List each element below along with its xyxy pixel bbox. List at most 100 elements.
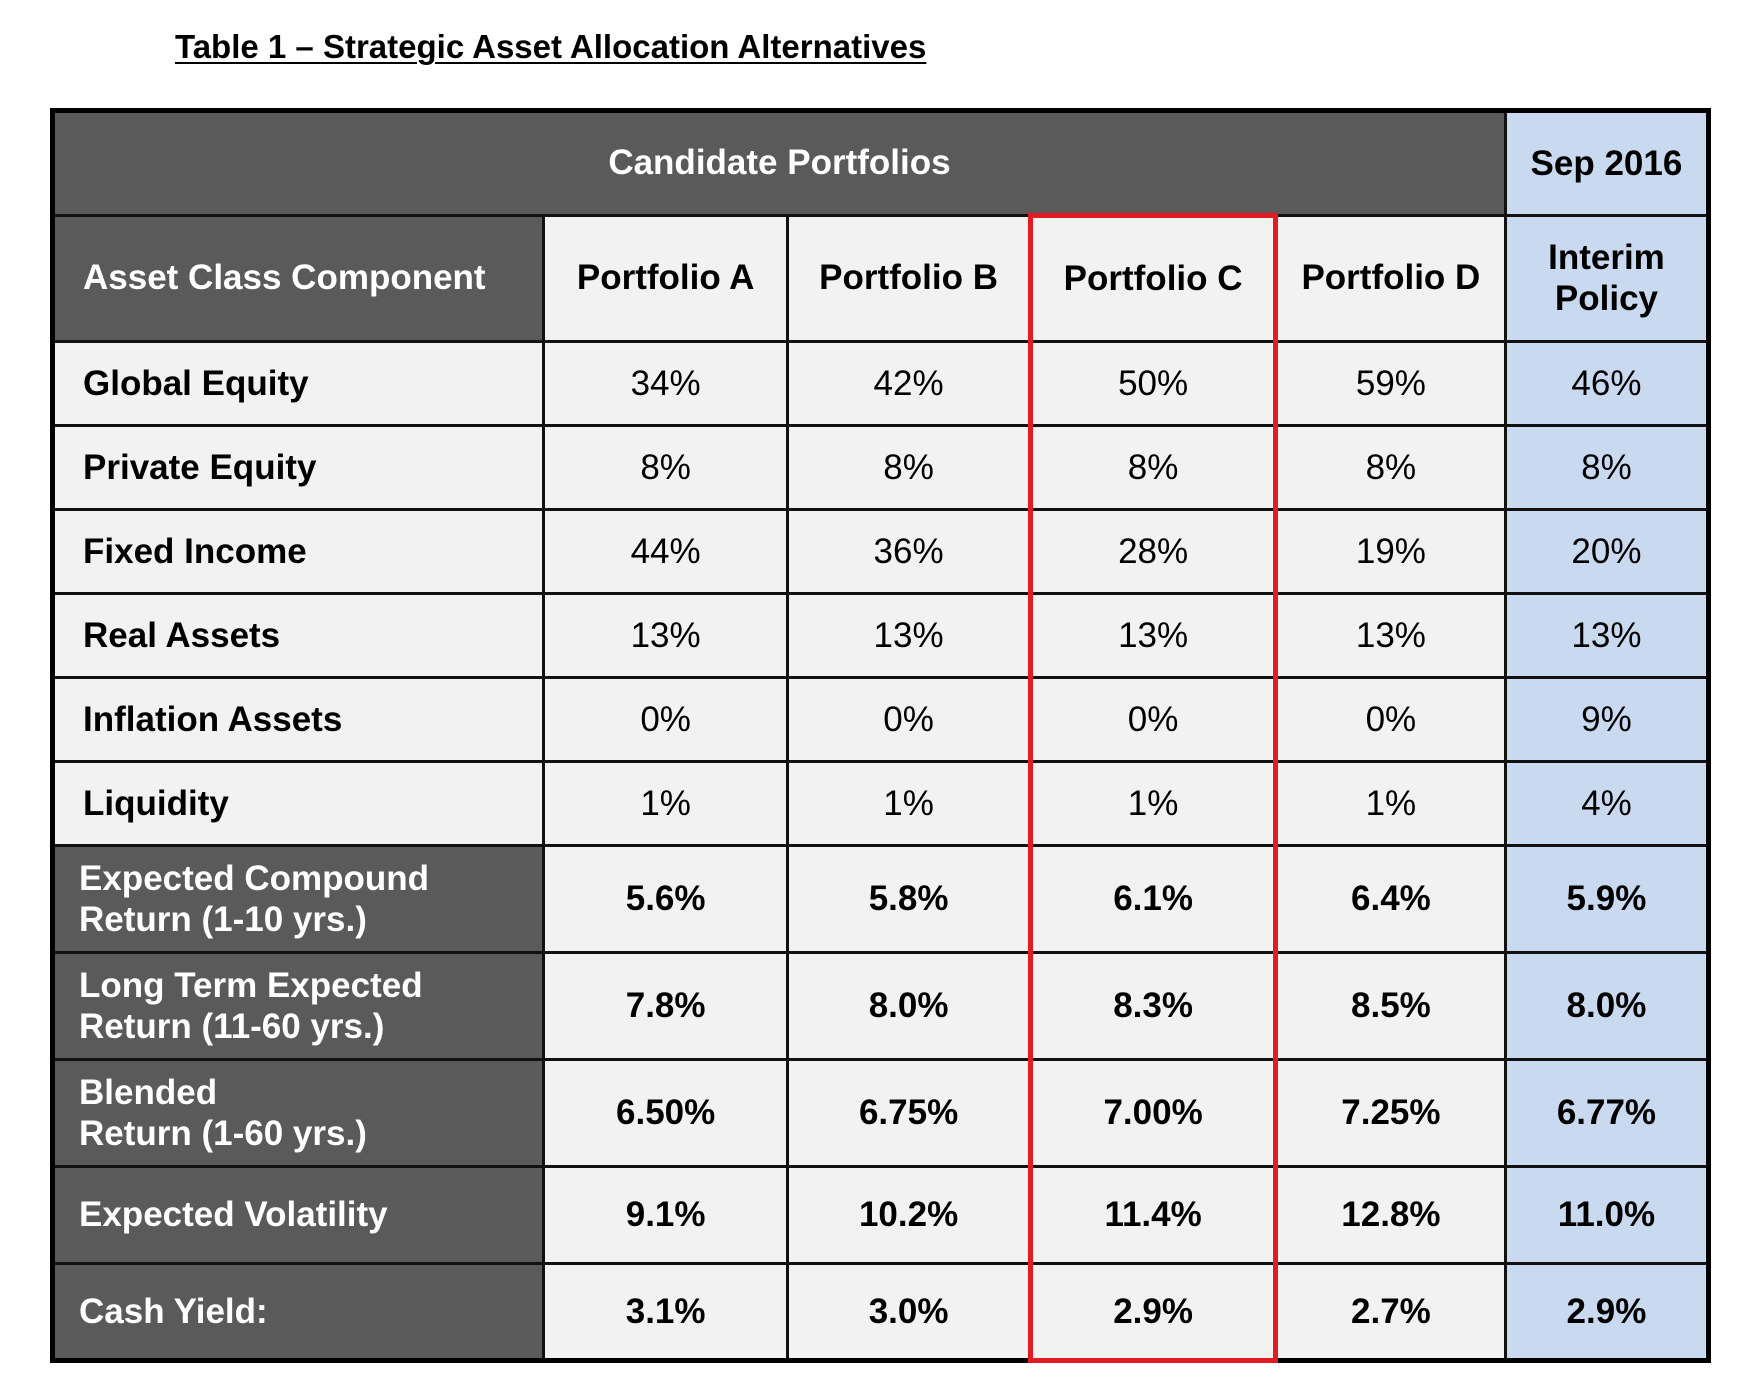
portfolio-c-value: 8% bbox=[1028, 424, 1278, 511]
portfolio-c-metric-value: 7.00% bbox=[1028, 1058, 1278, 1168]
portfolio-a-value: 1% bbox=[542, 760, 789, 847]
table-row: Inflation Assets 0% 0% 0% 0% 9% bbox=[50, 676, 1711, 763]
metric-label: Expected Compound Return (1-10 yrs.) bbox=[50, 844, 546, 954]
portfolio-c-header: Portfolio C bbox=[1028, 213, 1278, 343]
metric-label-line1: Expected Volatility bbox=[79, 1195, 388, 1235]
portfolio-a-metric-value: 3.1% bbox=[542, 1262, 789, 1362]
column-header-row: Asset Class Component Portfolio A Portfo… bbox=[50, 213, 1711, 343]
metric-label: Cash Yield: bbox=[50, 1262, 546, 1362]
portfolio-c-value: 1% bbox=[1028, 760, 1278, 847]
portfolio-c-metric-value: 2.9% bbox=[1028, 1262, 1278, 1363]
portfolio-c-metric-value: 6.1% bbox=[1028, 844, 1278, 954]
portfolio-b-metric-value: 8.0% bbox=[785, 951, 1033, 1061]
asset-class-label: Liquidity bbox=[50, 760, 546, 847]
asset-class-label: Real Assets bbox=[50, 592, 546, 679]
table-row: Long Term Expected Return (11-60 yrs.) 7.8… bbox=[50, 951, 1711, 1061]
portfolio-d-value: 13% bbox=[1273, 592, 1507, 679]
table-row: Expected Volatility 9.1% 10.2% 11.4% 12.8% 11… bbox=[50, 1165, 1711, 1265]
portfolio-a-metric-value: 6.50% bbox=[542, 1058, 789, 1168]
portfolio-d-metric-value: 7.25% bbox=[1273, 1058, 1507, 1168]
table-row: Private Equity 8% 8% 8% 8% 8% bbox=[50, 424, 1711, 511]
table-title: Table 1 – Strategic Asset Allocation Alt… bbox=[175, 28, 927, 65]
portfolio-d-metric-value: 2.7% bbox=[1273, 1262, 1507, 1362]
portfolio-d-value: 0% bbox=[1273, 676, 1507, 763]
interim-policy-header: Interim Policy bbox=[1503, 214, 1711, 343]
portfolio-a-metric-value: 5.6% bbox=[542, 844, 789, 954]
asset-class-header: Asset Class Component bbox=[50, 214, 546, 343]
metric-label-line2: Return (1-10 yrs.) bbox=[79, 900, 367, 939]
allocation-table-container: Candidate Portfolios Sep 2016 Asset Clas… bbox=[50, 108, 1711, 1363]
portfolio-b-metric-value: 5.8% bbox=[785, 844, 1033, 954]
table-row: Blended Return (1-60 yrs.) 6.50% 6.75% 7.00%… bbox=[50, 1058, 1711, 1168]
metric-label-line2: Return (11-60 yrs.) bbox=[79, 1007, 385, 1046]
table-row: Fixed Income 44% 36% 28% 19% 20% bbox=[50, 508, 1711, 595]
portfolio-d-header: Portfolio D bbox=[1273, 214, 1507, 343]
portfolio-b-value: 1% bbox=[785, 760, 1033, 847]
table-row: Expected Compound Return (1-10 yrs.) 5.6% 5… bbox=[50, 844, 1711, 954]
table-row: Liquidity 1% 1% 1% 1% 4% bbox=[50, 760, 1711, 847]
band-row: Candidate Portfolios Sep 2016 bbox=[51, 109, 1711, 217]
interim-policy-value: 8% bbox=[1503, 424, 1711, 511]
portfolio-a-value: 34% bbox=[542, 340, 789, 427]
table-row: Global Equity 34% 42% 50% 59% 46% bbox=[50, 340, 1711, 427]
interim-policy-value: 9% bbox=[1503, 676, 1711, 763]
interim-policy-line1: Interim bbox=[1548, 238, 1665, 278]
metric-label: Long Term Expected Return (11-60 yrs.) bbox=[50, 951, 546, 1061]
portfolio-d-metric-value: 12.8% bbox=[1273, 1165, 1507, 1265]
metric-label-line1: Cash Yield: bbox=[79, 1291, 268, 1331]
interim-policy-metric-value: 2.9% bbox=[1503, 1262, 1711, 1362]
portfolio-a-value: 0% bbox=[542, 676, 789, 763]
portfolio-b-value: 42% bbox=[785, 340, 1033, 427]
asset-class-label: Fixed Income bbox=[50, 508, 546, 595]
interim-policy-metric-value: 6.77% bbox=[1503, 1058, 1711, 1168]
portfolio-b-value: 8% bbox=[785, 424, 1033, 511]
portfolio-a-metric-value: 7.8% bbox=[542, 951, 789, 1061]
portfolio-a-value: 13% bbox=[542, 592, 789, 679]
portfolio-b-value: 13% bbox=[785, 592, 1033, 679]
portfolio-c-value: 28% bbox=[1028, 508, 1278, 595]
portfolio-d-value: 1% bbox=[1273, 760, 1507, 847]
portfolio-d-value: 19% bbox=[1273, 508, 1507, 595]
portfolio-a-header: Portfolio A bbox=[542, 214, 789, 343]
portfolio-d-value: 8% bbox=[1273, 424, 1507, 511]
allocation-table: Candidate Portfolios Sep 2016 Asset Clas… bbox=[50, 108, 1711, 1363]
portfolio-d-value: 59% bbox=[1273, 340, 1507, 427]
portfolio-a-metric-value: 9.1% bbox=[542, 1165, 789, 1265]
portfolio-a-value: 8% bbox=[542, 424, 789, 511]
portfolio-b-metric-value: 10.2% bbox=[785, 1165, 1033, 1265]
sep-2016-header: Sep 2016 bbox=[1503, 109, 1711, 217]
portfolio-b-value: 0% bbox=[785, 676, 1033, 763]
table-body: Candidate Portfolios Sep 2016 Asset Clas… bbox=[50, 109, 1711, 1363]
asset-class-label: Global Equity bbox=[50, 340, 546, 427]
interim-policy-value: 4% bbox=[1503, 760, 1711, 847]
metric-label: Blended Return (1-60 yrs.) bbox=[50, 1058, 546, 1168]
metric-label-line1: Expected Compound bbox=[79, 858, 430, 898]
portfolio-c-metric-value: 8.3% bbox=[1028, 951, 1278, 1061]
candidate-portfolios-header: Candidate Portfolios bbox=[51, 109, 1507, 217]
interim-policy-value: 13% bbox=[1503, 592, 1711, 679]
interim-policy-metric-value: 8.0% bbox=[1503, 951, 1711, 1061]
table-row: Real Assets 13% 13% 13% 13% 13% bbox=[50, 592, 1711, 679]
portfolio-b-value: 36% bbox=[785, 508, 1033, 595]
portfolio-b-metric-value: 3.0% bbox=[785, 1262, 1033, 1362]
metric-label-line2: Return (1-60 yrs.) bbox=[79, 1114, 367, 1153]
portfolio-a-value: 44% bbox=[542, 508, 789, 595]
interim-policy-metric-value: 11.0% bbox=[1503, 1165, 1711, 1265]
portfolio-b-header: Portfolio B bbox=[785, 214, 1033, 343]
interim-policy-value: 20% bbox=[1503, 508, 1711, 595]
asset-class-label: Inflation Assets bbox=[50, 676, 546, 763]
interim-policy-value: 46% bbox=[1503, 340, 1711, 427]
portfolio-c-value: 13% bbox=[1028, 592, 1278, 679]
table-row: Cash Yield: 3.1% 3.0% 2.9% 2.7% 2.9% bbox=[50, 1262, 1711, 1363]
portfolio-d-metric-value: 6.4% bbox=[1273, 844, 1507, 954]
portfolio-c-value: 50% bbox=[1028, 340, 1278, 427]
metric-label-line1: Long Term Expected bbox=[79, 965, 423, 1005]
metric-label-line1: Blended bbox=[79, 1072, 218, 1112]
interim-policy-metric-value: 5.9% bbox=[1503, 844, 1711, 954]
portfolio-d-metric-value: 8.5% bbox=[1273, 951, 1507, 1061]
portfolio-c-metric-value: 11.4% bbox=[1028, 1165, 1278, 1265]
interim-policy-line2: Policy bbox=[1554, 278, 1658, 318]
metric-label: Expected Volatility bbox=[50, 1165, 546, 1265]
portfolio-c-value: 0% bbox=[1028, 676, 1278, 763]
portfolio-b-metric-value: 6.75% bbox=[785, 1058, 1033, 1168]
